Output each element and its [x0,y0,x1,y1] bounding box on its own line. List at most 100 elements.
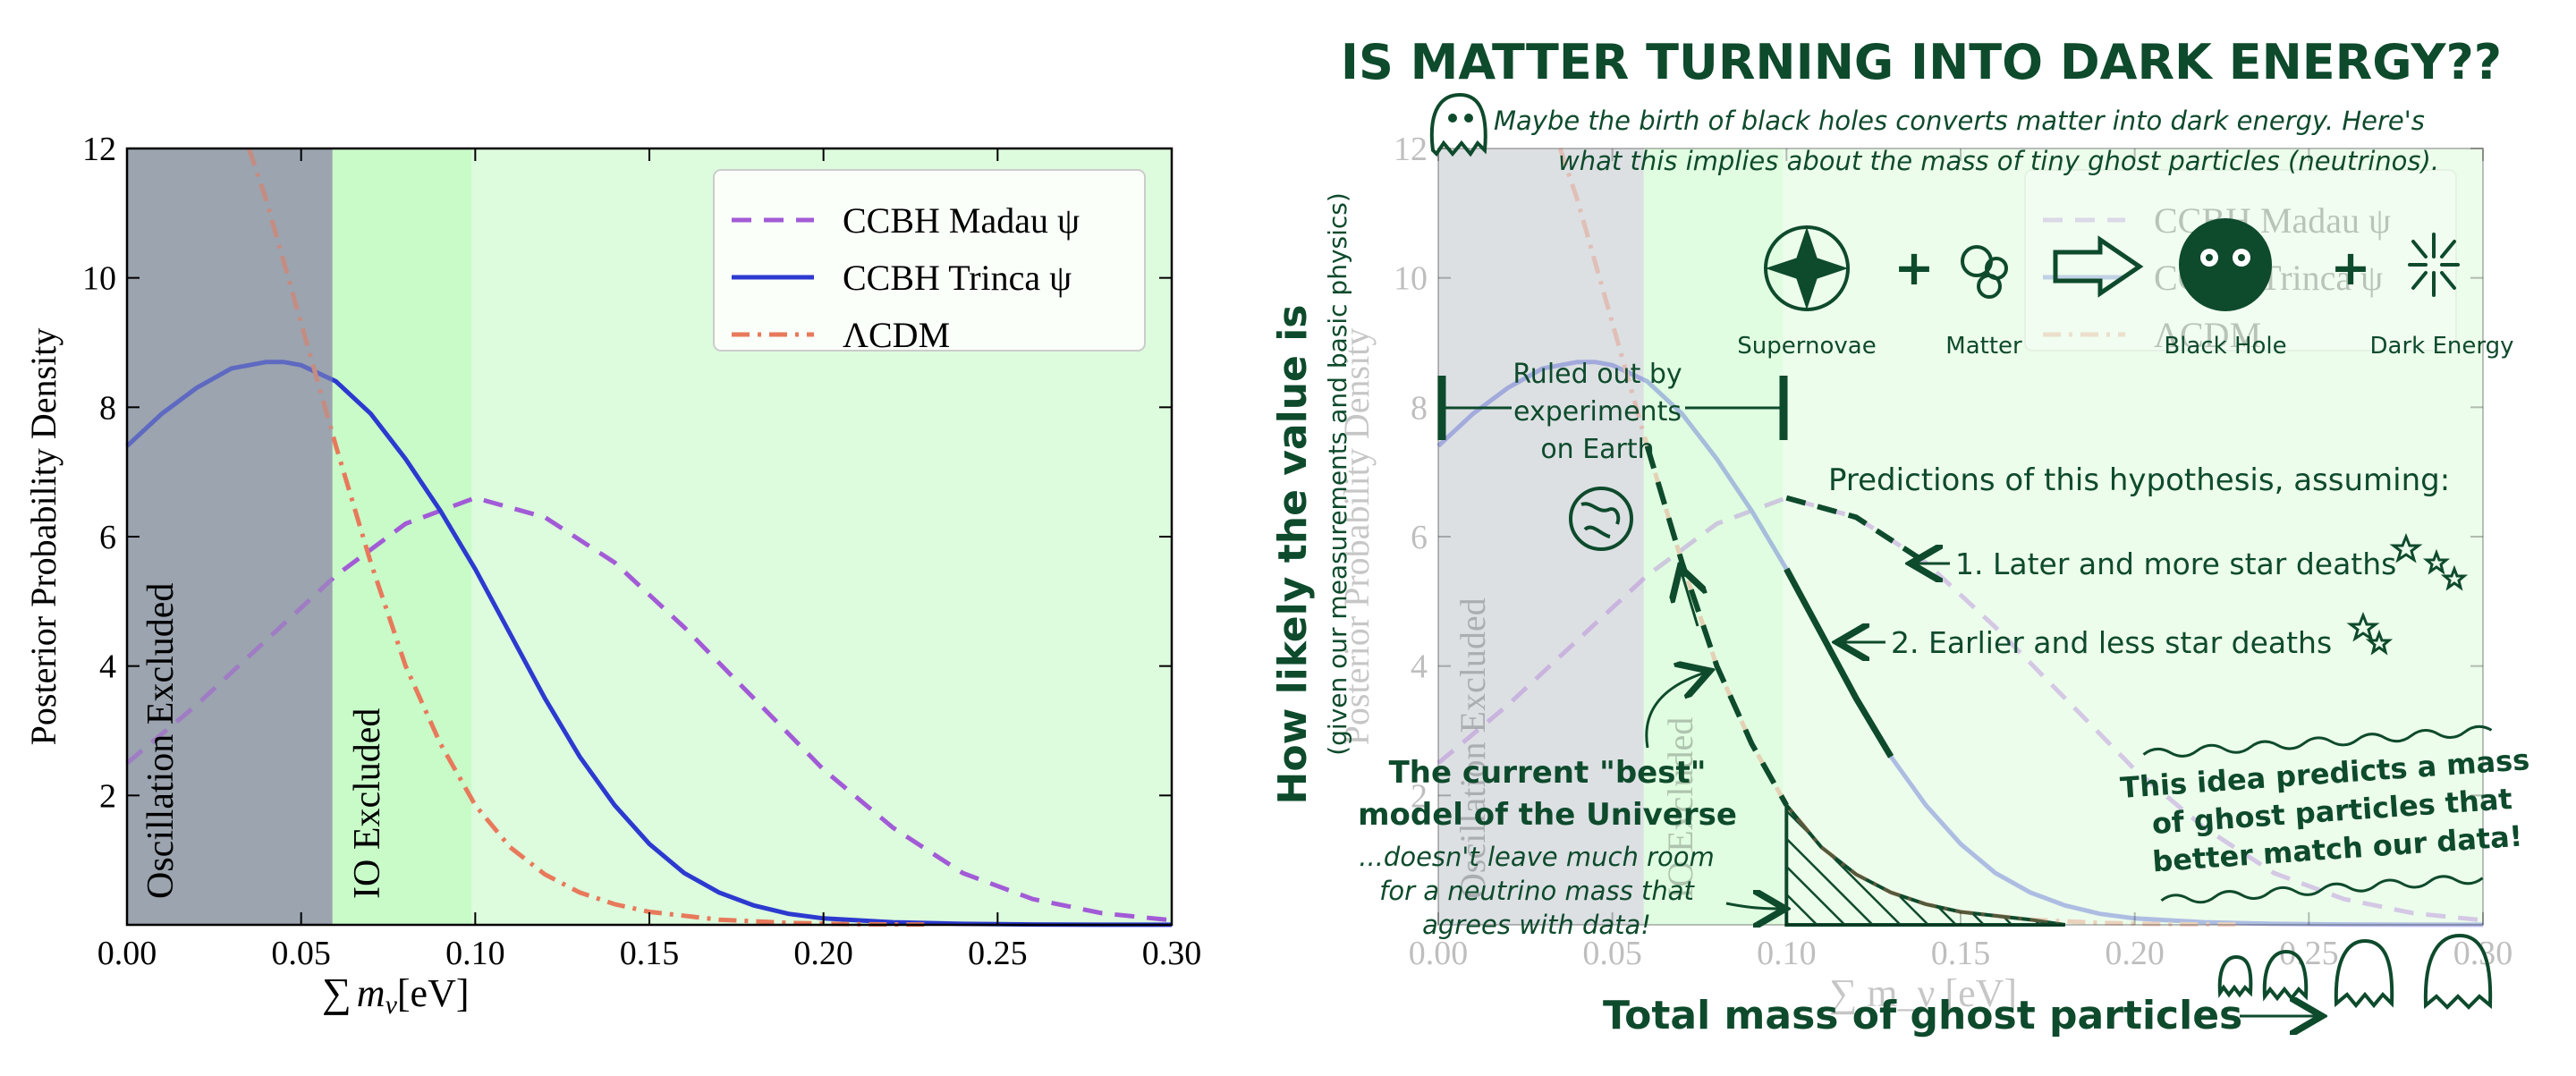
ruled-out-line3: on Earth [1540,434,1654,465]
lcdm-pointer-arrow [1682,572,1698,627]
r-y-tick-label-1: 4 [1411,648,1428,686]
ruled-out-line1: Ruled out by [1513,359,1682,390]
r-legend-label-2: ΛCDM [2154,315,2261,355]
plus-op-2: + [2330,240,2370,296]
best-model-detail-line2: for a neutrino mass that [1379,876,1695,906]
faded-io-label: IO Excluded [1660,717,1700,899]
earth-icon [1569,487,1633,551]
l-x-tick-label-2: 0.10 [445,935,505,972]
hand-x-label: Total mass of ghost particles [1603,993,2242,1038]
r-x-tick-label-2: 0.10 [1757,935,1817,972]
left-regions [127,148,1172,925]
left-legend: CCBH Madau ψ CCBH Trinca ψ ΛCDM [713,169,1146,355]
r-y-tick-label-5: 12 [1394,131,1428,168]
idea-wavy-top [2142,724,2493,758]
right-subtitle-line2: what this implies about the mass of tiny… [1558,146,2439,176]
l-region-oscillation-excluded [127,148,333,925]
best-model-arrow-right [1725,903,1780,909]
black-hole-label: Black Hole [2164,333,2286,360]
highlight-madau-segment [1785,495,1928,565]
stars-icon-2 [2346,611,2394,656]
l-series-1 [125,360,1172,928]
left-oscillation-overlay [127,148,333,925]
left-series [125,148,1173,928]
dark-energy-label: Dark Energy [2370,333,2514,360]
r-x-tick-label-0: 0.00 [1409,935,1469,972]
best-model-line1: The current "best" [1389,755,1707,791]
dark-energy-icon [2408,233,2460,297]
left-ticks: 0.00 0.05 0.10 0.15 0.20 0.25 0.30 2 4 6 8 10 12 [82,131,1201,972]
prediction-2-text: 2. Earlier and less star deaths [1891,625,2332,660]
prediction-1-text: 1. Later and more star deaths [1955,546,2396,581]
l-x-tick-label-1: 0.05 [271,935,331,972]
r-x-tick-label-3: 0.15 [1931,935,1991,972]
lcdm-hatched-area [1784,800,2066,927]
l-y-tick-label-1: 4 [99,648,116,686]
r-y-tick-label-4: 10 [1394,260,1428,298]
right-plot-frame [1437,148,2484,926]
right-hatch [1784,800,2066,927]
l-region-io-excluded [332,148,472,925]
l-x-tick-label-3: 0.15 [620,935,680,972]
l-y-tick-label-2: 6 [99,519,116,556]
r-y-tick-label-0: 2 [1411,777,1428,815]
r-y-tick-label-2: 6 [1411,519,1428,556]
faded-y-label: Posterior Probability Density [1336,328,1377,746]
best-model-line2: model of the Universe [1358,797,1737,833]
left-y-axis-label: Posterior Probability Density [23,328,64,746]
l-series-2 [246,148,928,928]
supernovae-label: Supernovae [1737,333,1876,360]
hand-y-sublabel: (given our measurements and basic physic… [1323,192,1352,756]
l-x-tick-label-5: 0.25 [968,935,1028,972]
l-x-tick-label-4: 0.20 [793,935,853,972]
r-region-allowed [1783,148,2483,925]
right-highlight-curves [1644,445,1928,807]
r-x-tick-label-1: 0.05 [1582,935,1642,972]
r-legend-label-0: CCBH Madau ψ [2154,200,2391,241]
l-series-0 [125,495,1173,923]
io-excluded-label: IO Excluded [347,708,388,899]
faded-oscillation-label: Oscillation Excluded [1453,597,1493,899]
plus-op-1: + [1894,240,1934,296]
highlight-lcdm-segment [1644,445,1789,807]
right-subtitle-line1: Maybe the birth of black holes converts … [1494,106,2425,136]
black-hole-icon [2179,218,2272,311]
left-chart: 0.00 0.05 0.10 0.15 0.20 0.25 0.30 2 4 6 8 10 12 ∑ mν… [23,131,1201,1020]
l-y-tick-label-0: 2 [99,777,116,815]
l-legend-box [713,169,1146,352]
r-y-tick-label-3: 8 [1411,389,1428,427]
highlight-trinca-segment [1784,567,1894,758]
l-y-tick-label-5: 12 [82,131,116,168]
stars-icon-1 [2389,532,2469,591]
l-x-tick-label-0: 0.00 [97,935,157,972]
ghost-icon [1429,92,1487,157]
best-model-detail-line3: agrees with data! [1422,910,1651,940]
l-y-tick-label-3: 8 [99,389,116,427]
l-y-tick-label-4: 10 [82,260,116,298]
r-x-tick-label-4: 0.20 [2105,935,2165,972]
oscillation-excluded-label: Oscillation Excluded [140,583,182,899]
l-x-tick-label-6: 0.30 [1142,935,1202,972]
faded-x-label: ∑ m_ν [eV] [1829,971,2017,1015]
r-region-io-excluded [1643,148,1784,925]
r-series-0 [1436,495,2484,923]
l-legend-label-2: ΛCDM [843,315,950,355]
ruled-out-line2: experiments [1513,396,1682,428]
best-model-arrow-up [1645,673,1705,749]
supernovae-icon [1764,225,1850,311]
l-legend-label-1: CCBH Trinca ψ [843,258,1072,298]
matter-icon [1961,245,2008,299]
matter-label: Matter [1945,333,2022,360]
right-title: IS MATTER TURNING INTO DARK ENERGY?? [1341,34,2502,90]
arrow-icon [2053,235,2144,298]
idea-wavy-bottom [2160,875,2484,904]
best-model-detail-line1: ...doesn't leave much room [1359,842,1714,872]
predictions-header: Predictions of this hypothesis, assuming… [1828,462,2450,498]
ghost-size-icons [2217,933,2493,1010]
hand-y-label: How likely the value is [1270,305,1316,805]
r-series-2 [1557,148,2240,928]
